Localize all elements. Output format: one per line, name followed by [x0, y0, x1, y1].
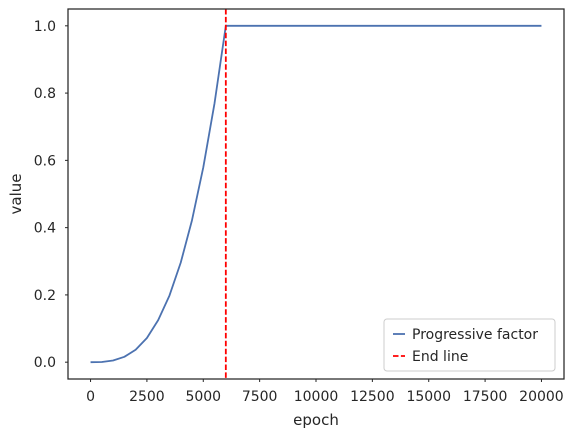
x-tick-label: 12500: [350, 389, 395, 405]
y-tick-label: 0.6: [34, 153, 56, 169]
x-tick-label: 7500: [242, 389, 278, 405]
y-tick-label: 0.2: [34, 288, 56, 304]
y-ticks: 0.0 0.2 0.4 0.6 0.8 1.0: [34, 19, 68, 371]
y-tick-label: 0.4: [34, 221, 56, 237]
legend-label-end-line: End line: [412, 349, 468, 365]
y-axis-label: value: [7, 174, 25, 215]
series-progressive-factor-line: [90, 24, 542, 364]
y-tick-label: 1.0: [34, 19, 56, 35]
legend-label-progressive-factor: Progressive factor: [412, 327, 538, 343]
y-tick-label: 0.8: [34, 86, 56, 102]
series-layer: [90, 9, 542, 379]
x-axis-label: epoch: [293, 411, 339, 429]
x-tick-label: 2500: [129, 389, 165, 405]
legend-box: [383, 318, 556, 372]
y-tick-label: 0.0: [34, 355, 56, 371]
x-tick-label: 17500: [463, 389, 508, 405]
x-tick-label: 15000: [406, 389, 451, 405]
x-tick-label: 0: [86, 389, 95, 405]
x-ticks: 0 2500 5000 7500 10000 12500 15000 17500 20000: [86, 379, 564, 405]
x-tick-label: 5000: [185, 389, 221, 405]
x-tick-label: 20000: [519, 389, 564, 405]
x-tick-label: 10000: [294, 389, 339, 405]
legend: Progressive factor End line: [383, 318, 556, 372]
plot-area: [68, 9, 564, 379]
